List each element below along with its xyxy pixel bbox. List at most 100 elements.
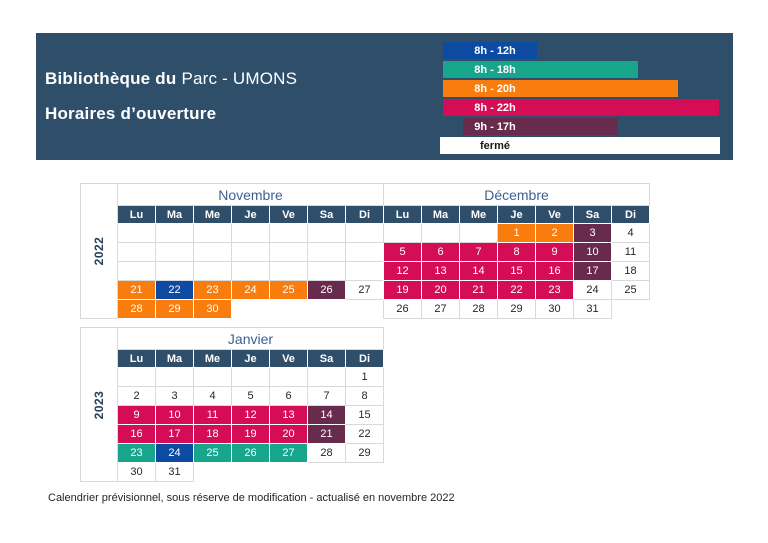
day-cell: 9 <box>535 242 574 262</box>
day-cell: 12 <box>383 261 422 281</box>
empty-cell <box>269 261 308 281</box>
day-cell: 19 <box>231 424 270 444</box>
day-cell: 11 <box>611 242 650 262</box>
day-cell: 1 <box>345 367 384 387</box>
day-header-me: Me <box>193 205 232 224</box>
day-cell: 29 <box>155 299 194 319</box>
day-cell: 12 <box>231 405 270 425</box>
day-cell: 27 <box>269 443 308 463</box>
absent-cell <box>346 300 384 319</box>
calendar-table-january: 2023 Janvier Lu Ma Me Je Ve Sa Di 1 2 3 4 5 6 7 8 9 10 11 12… <box>80 327 384 482</box>
legend-row-h8_18: 8h - 18h <box>440 61 736 80</box>
day-cell: 13 <box>421 261 460 281</box>
day-cell: 6 <box>421 242 460 262</box>
day-header-je: Je <box>497 205 536 224</box>
absent-cell <box>270 300 308 319</box>
absent-cell <box>308 300 346 319</box>
month-title-november: Novembre <box>117 183 384 206</box>
day-cell: 30 <box>193 299 232 319</box>
day-cell: 22 <box>345 424 384 444</box>
day-cell: 21 <box>117 280 156 300</box>
empty-cell <box>383 223 422 243</box>
absent-cell <box>346 463 384 482</box>
day-header-row: Lu Ma Me Je Ve Sa Di <box>383 205 650 224</box>
year-label-january: 2023 <box>92 390 106 419</box>
empty-cell <box>155 223 194 243</box>
day-cell: 28 <box>117 299 156 319</box>
day-cell: 26 <box>307 280 346 300</box>
day-cell: 24 <box>155 443 194 463</box>
year-cell-november: 2022 <box>80 183 118 319</box>
day-cell: 16 <box>535 261 574 281</box>
empty-cell <box>269 367 308 387</box>
day-cell: 6 <box>269 386 308 406</box>
month-title-january: Janvier <box>117 327 384 350</box>
empty-cell <box>193 242 232 262</box>
legend-bar-h8_20 <box>443 80 678 97</box>
day-cell: 14 <box>307 405 346 425</box>
day-header-sa: Sa <box>307 349 346 368</box>
day-cell: 8 <box>497 242 536 262</box>
day-cell: 17 <box>155 424 194 444</box>
absent-cell <box>270 463 308 482</box>
empty-cell <box>231 242 270 262</box>
day-cell: 5 <box>231 386 270 406</box>
empty-cell <box>117 367 156 387</box>
day-cell: 26 <box>383 299 422 319</box>
day-header-row: Lu Ma Me Je Ve Sa Di <box>81 205 384 224</box>
legend-row-h8_20: 8h - 20h <box>440 80 736 99</box>
day-header-lu: Lu <box>117 349 156 368</box>
empty-cell <box>345 223 384 243</box>
empty-cell <box>193 223 232 243</box>
hours-legend: 8h - 12h 8h - 18h 8h - 20h 8h - 22h 9h - 17h… <box>440 42 736 156</box>
legend-label-h8_12: 8h - 12h <box>474 45 516 57</box>
day-header-sa: Sa <box>573 205 612 224</box>
empty-cell <box>117 223 156 243</box>
day-header-lu: Lu <box>117 205 156 224</box>
week-row: 9 10 11 12 13 14 15 <box>81 405 384 425</box>
absent-cell <box>232 463 270 482</box>
day-cell: 27 <box>421 299 460 319</box>
empty-cell <box>155 261 194 281</box>
calendar-title-row: Décembre <box>383 183 650 206</box>
day-cell: 24 <box>573 280 612 300</box>
page-title-rest: Parc - UMONS <box>181 69 298 88</box>
empty-cell <box>345 242 384 262</box>
day-cell: 13 <box>269 405 308 425</box>
day-cell: 20 <box>421 280 460 300</box>
legend-bar-h8_22 <box>443 99 719 116</box>
empty-cell <box>421 223 460 243</box>
calendar-january: 2023 Janvier Lu Ma Me Je Ve Sa Di 1 2 3 4 5 6 7 8 9 10 11 12… <box>80 327 384 482</box>
week-row <box>81 223 384 243</box>
week-row: 12 13 14 15 16 17 18 <box>383 261 650 281</box>
day-cell: 15 <box>497 261 536 281</box>
empty-cell <box>117 261 156 281</box>
day-header-ma: Ma <box>421 205 460 224</box>
day-cell: 30 <box>117 462 156 482</box>
week-row <box>81 242 384 262</box>
day-cell: 21 <box>307 424 346 444</box>
legend-row-h8_12: 8h - 12h <box>440 42 736 61</box>
day-cell: 25 <box>269 280 308 300</box>
day-cell: 16 <box>117 424 156 444</box>
day-header-di: Di <box>345 205 384 224</box>
calendar-title-row: 2023 Janvier <box>80 327 384 482</box>
day-cell: 7 <box>307 386 346 406</box>
day-cell: 21 <box>459 280 498 300</box>
empty-cell <box>231 223 270 243</box>
absent-cell <box>308 463 346 482</box>
day-header-ve: Ve <box>269 349 308 368</box>
day-header-je: Je <box>231 349 270 368</box>
empty-cell <box>155 367 194 387</box>
week-row: 21 22 23 24 25 26 27 <box>81 280 384 300</box>
empty-cell <box>307 223 346 243</box>
day-cell: 30 <box>535 299 574 319</box>
week-row: 30 31 <box>81 462 384 482</box>
calendar-november: 2022 Novembre Lu Ma Me Je Ve Sa Di 21 22 23 24 25 26 27… <box>80 183 384 319</box>
day-cell: 9 <box>117 405 156 425</box>
day-cell: 17 <box>573 261 612 281</box>
absent-cell <box>612 300 650 319</box>
day-cell: 3 <box>155 386 194 406</box>
day-header-row: Lu Ma Me Je Ve Sa Di <box>81 349 384 368</box>
